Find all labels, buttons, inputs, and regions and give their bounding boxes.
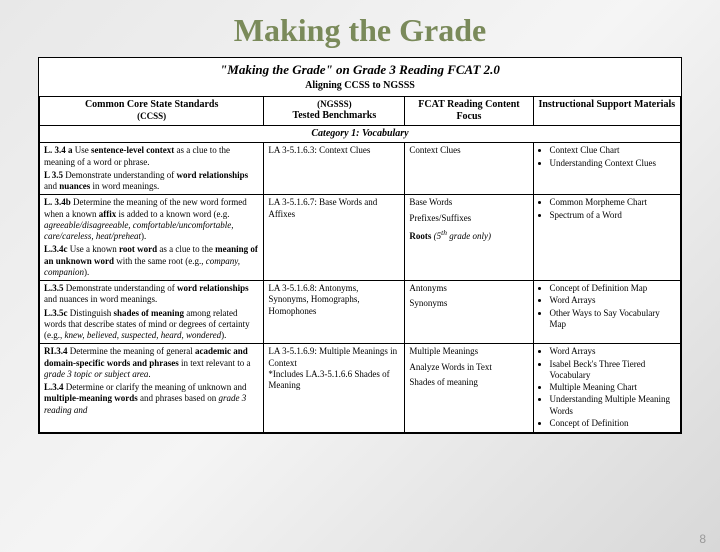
slide-title: Making the Grade bbox=[0, 12, 720, 49]
col-focus: FCAT Reading Content Focus bbox=[405, 96, 533, 125]
material-item: Isabel Beck's Three Tiered Vocabulary bbox=[550, 359, 676, 382]
category-row: Category 1: Vocabulary bbox=[40, 125, 681, 143]
doc-subtitle: Aligning CCSS to NGSSS bbox=[39, 80, 681, 96]
material-item: Common Morpheme Chart bbox=[550, 197, 676, 208]
ngsss-cell: LA 3-5.1.6.8: Antonyms, Synonyms, Homogr… bbox=[264, 281, 405, 344]
category-label: Category 1: Vocabulary bbox=[40, 125, 681, 143]
header-row: Common Core State Standards (CCSS) (NGSS… bbox=[40, 96, 681, 125]
document-table: "Making the Grade" on Grade 3 Reading FC… bbox=[38, 57, 682, 434]
material-item: Context Clue Chart bbox=[550, 145, 676, 156]
material-item: Concept of Definition Map bbox=[550, 283, 676, 294]
material-item: Understanding Multiple Meaning Words bbox=[550, 394, 676, 417]
focus-cell: Multiple MeaningsAnalyze Words in TextSh… bbox=[405, 344, 533, 433]
doc-title: "Making the Grade" on Grade 3 Reading FC… bbox=[39, 58, 681, 80]
material-item: Understanding Context Clues bbox=[550, 158, 676, 169]
ccss-cell: L. 3.4b Determine the meaning of the new… bbox=[40, 195, 264, 281]
col-materials: Instructional Support Materials bbox=[533, 96, 680, 125]
table-row: L.3.5 Demonstrate understanding of word … bbox=[40, 281, 681, 344]
ngsss-cell: LA 3-5.1.6.3: Context Clues bbox=[264, 143, 405, 195]
standards-table: Common Core State Standards (CCSS) (NGSS… bbox=[39, 96, 681, 433]
table-row: RI.3.4 Determine the meaning of general … bbox=[40, 344, 681, 433]
material-item: Word Arrays bbox=[550, 295, 676, 306]
ccss-cell: L.3.5 Demonstrate understanding of word … bbox=[40, 281, 264, 344]
materials-cell: Common Morpheme Chart Spectrum of a Word bbox=[533, 195, 680, 281]
focus-cell: Context Clues bbox=[405, 143, 533, 195]
ngsss-cell: LA 3-5.1.6.9: Multiple Meanings in Conte… bbox=[264, 344, 405, 433]
col-ngsss: (NGSSS) Tested Benchmarks bbox=[264, 96, 405, 125]
material-item: Word Arrays bbox=[550, 346, 676, 357]
material-item: Spectrum of a Word bbox=[550, 210, 676, 221]
page-number: 8 bbox=[699, 532, 706, 546]
focus-cell: AntonymsSynonyms bbox=[405, 281, 533, 344]
ngsss-cell: LA 3-5.1.6.7: Base Words and Affixes bbox=[264, 195, 405, 281]
material-item: Concept of Definition bbox=[550, 418, 676, 429]
materials-cell: Context Clue Chart Understanding Context … bbox=[533, 143, 680, 195]
material-item: Other Ways to Say Vocabulary Map bbox=[550, 308, 676, 331]
materials-cell: Word Arrays Isabel Beck's Three Tiered Vo… bbox=[533, 344, 680, 433]
focus-cell: Base WordsPrefixes/SuffixesRoots (5th gr… bbox=[405, 195, 533, 281]
ccss-cell: RI.3.4 Determine the meaning of general … bbox=[40, 344, 264, 433]
col-ccss: Common Core State Standards (CCSS) bbox=[40, 96, 264, 125]
material-item: Multiple Meaning Chart bbox=[550, 382, 676, 393]
table-row: L. 3.4b Determine the meaning of the new… bbox=[40, 195, 681, 281]
table-row: L. 3.4 a Use sentence-level context as a… bbox=[40, 143, 681, 195]
materials-cell: Concept of Definition MapWord Arrays Othe… bbox=[533, 281, 680, 344]
ccss-cell: L. 3.4 a Use sentence-level context as a… bbox=[40, 143, 264, 195]
